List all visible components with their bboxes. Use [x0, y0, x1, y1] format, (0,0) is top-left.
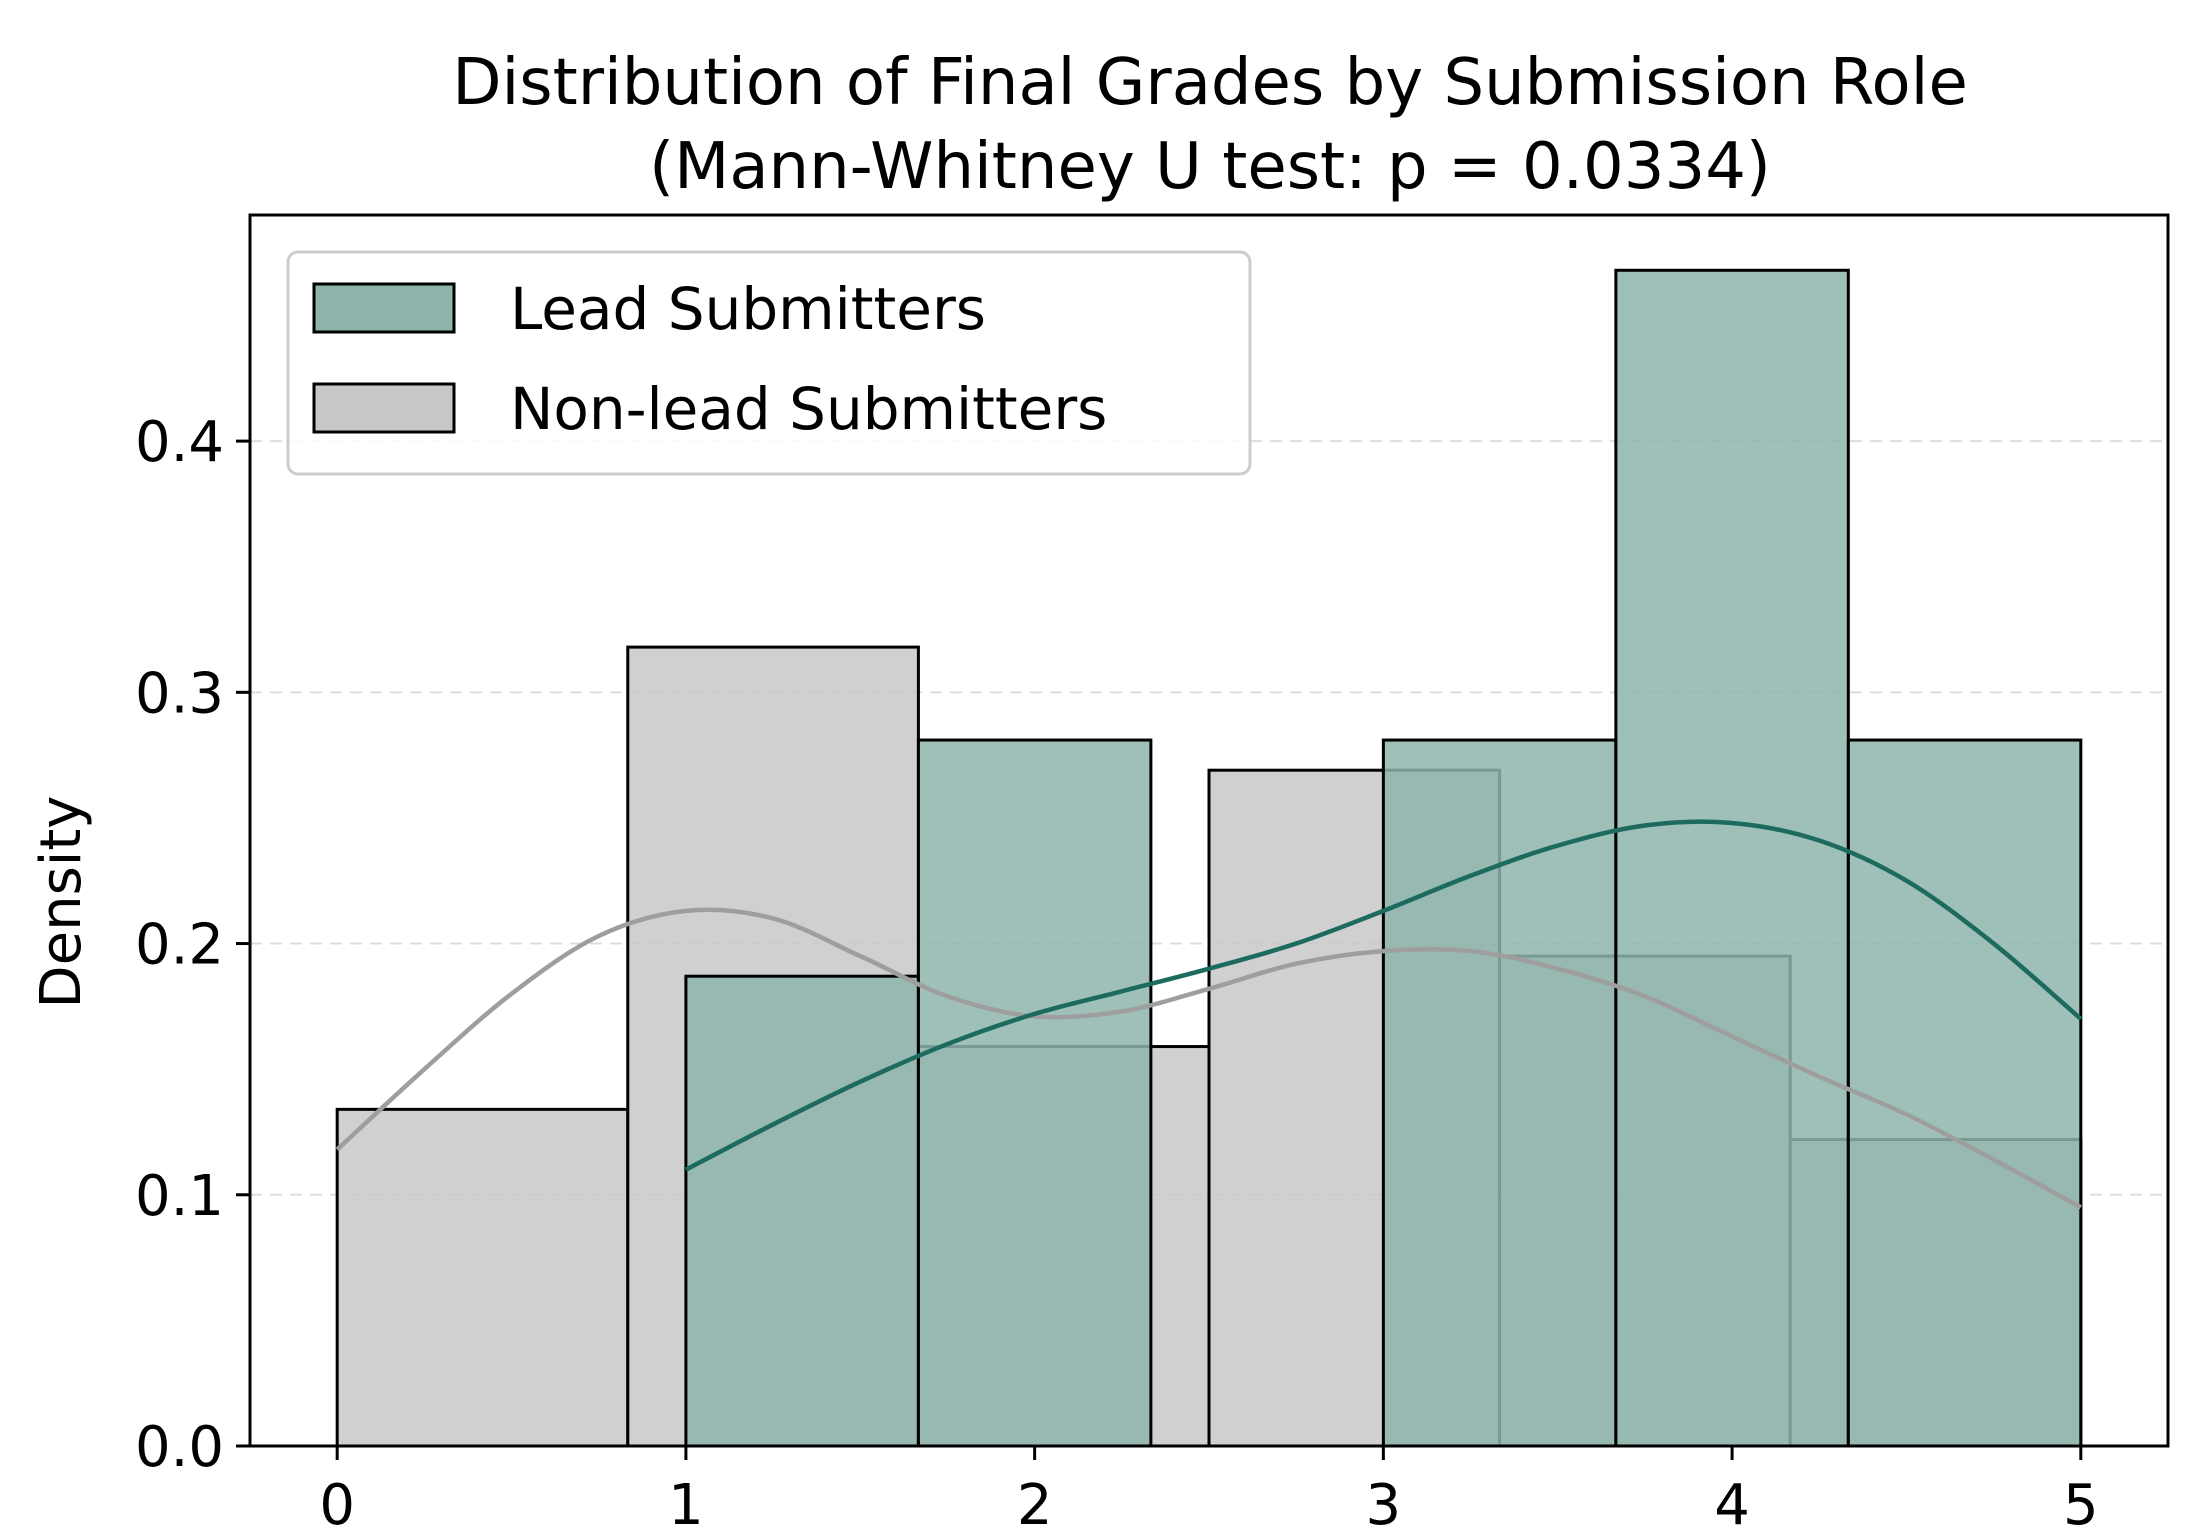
plot-frame — [248, 213, 2170, 1448]
bar-lead-0 — [684, 974, 920, 1448]
legend-box — [286, 250, 1252, 476]
bar-lead-5 — [1846, 738, 2083, 1448]
x-tick-label: 4 — [1714, 1473, 1750, 1538]
x-tick-label: 2 — [1017, 1473, 1053, 1538]
axis-ticks: 0 1 2 3 4 5 0.0 0.1 0.2 0.3 0.4 — [135, 410, 2099, 1538]
y-axis-label: Density — [29, 796, 94, 1009]
kde-line-lead — [684, 819, 2083, 1172]
kde-curves — [335, 819, 2083, 1210]
y-tick-label: 0.1 — [135, 1164, 224, 1229]
kde-line-non-lead — [335, 907, 2082, 1210]
legend-label-lead: Lead Submitters — [510, 275, 986, 343]
y-tick-label: 0.0 — [135, 1415, 224, 1480]
legend-swatch-non-lead — [312, 382, 456, 434]
bar-lead-1 — [916, 738, 1153, 1448]
x-tick-label: 1 — [668, 1473, 704, 1538]
legend-swatch-lead — [312, 282, 456, 334]
x-tick-label: 0 — [319, 1473, 355, 1538]
y-tick-label: 0.2 — [135, 913, 224, 978]
bar-lead-4 — [1614, 268, 1850, 1448]
x-tick-label: 5 — [2063, 1473, 2099, 1538]
y-tick-label: 0.3 — [135, 661, 224, 726]
bar-non-lead-0 — [335, 1107, 630, 1448]
chart-title: Distribution of Final Grades by Submissi… — [452, 46, 1968, 120]
bar-lead-3 — [1381, 738, 1618, 1448]
y-tick-label: 0.4 — [135, 410, 224, 475]
legend-label-non-lead: Non-lead Submitters — [510, 375, 1107, 443]
x-tick-label: 3 — [1366, 1473, 1402, 1538]
chart-subtitle: (Mann-Whitney U test: p = 0.0334) — [649, 130, 1771, 204]
bars — [335, 268, 2083, 1448]
legend: Lead Submitters Non-lead Submitters — [286, 250, 1252, 476]
